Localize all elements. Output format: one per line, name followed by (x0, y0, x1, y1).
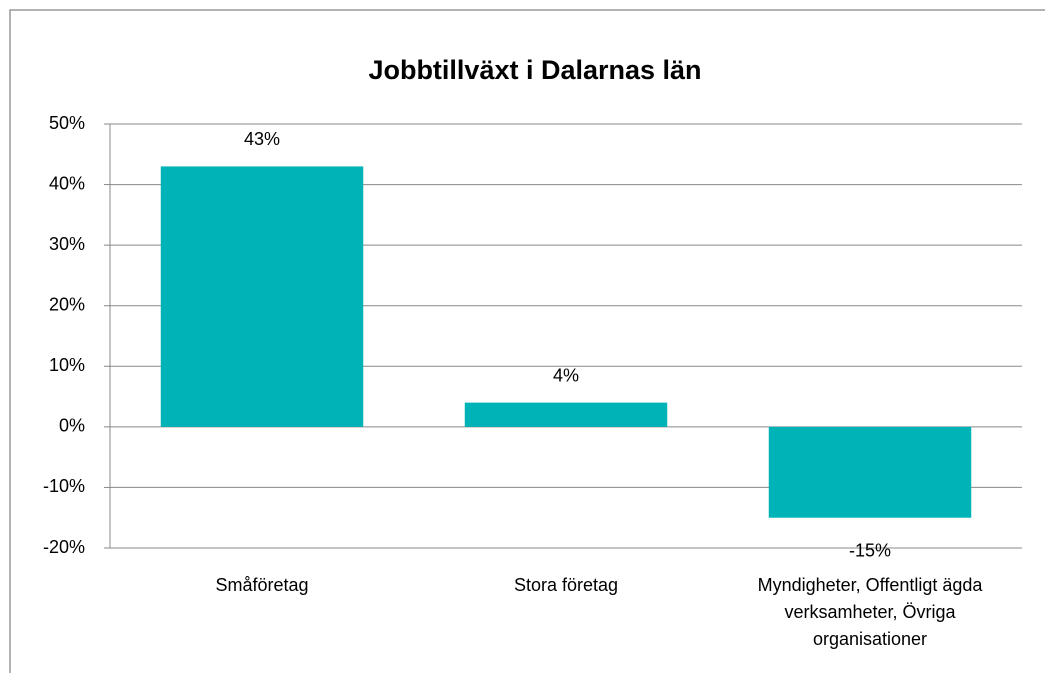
y-tick-label: 30% (49, 234, 85, 254)
x-tick-label: Småföretag (215, 575, 309, 595)
chart-title: Jobbtillväxt i Dalarnas län (368, 55, 701, 85)
y-tick-label: 40% (49, 173, 85, 193)
y-tick-label: 0% (59, 416, 85, 436)
y-tick-label: -20% (43, 537, 85, 557)
data-label: 4% (553, 365, 579, 385)
bar (160, 166, 364, 427)
bar (464, 402, 668, 427)
data-label: 43% (244, 129, 280, 149)
data-label: -15% (849, 540, 891, 560)
bar (768, 426, 972, 518)
y-tick-label: -10% (43, 476, 85, 496)
chart-border (9, 9, 1045, 673)
x-tick-label: Myndigheter, Offentligt ägda verksamhete… (757, 575, 983, 649)
y-tick-label: 10% (49, 355, 85, 375)
y-tick-label: 50% (49, 113, 85, 133)
x-tick-label: Stora företag (513, 575, 619, 595)
y-tick-label: 20% (49, 294, 85, 314)
